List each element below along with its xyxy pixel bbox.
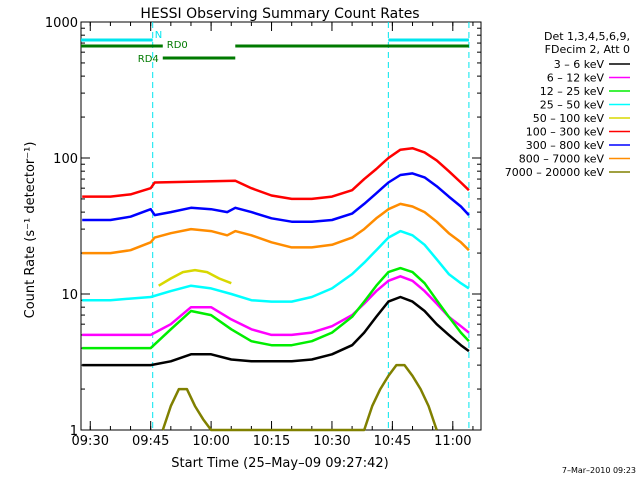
x-tick-label: 10:45 (374, 434, 411, 449)
flag-label: N (155, 30, 162, 41)
legend-entry-label: 100 – 300 keV (526, 126, 605, 139)
legend: Det 1,3,4,5,6,9,FDecim 2, Att 0 3 – 6 keV… (505, 30, 630, 179)
x-tick-label: 11:00 (434, 434, 471, 449)
legend-header-line: Det 1,3,4,5,6,9, (544, 30, 630, 43)
series-line (82, 202, 470, 255)
series-line (161, 363, 438, 432)
legend-entry-label: 3 – 6 keV (554, 58, 605, 71)
x-tick-label: 09:30 (72, 434, 109, 449)
y-tick-label: 1 (70, 424, 78, 439)
y-tick-label: 100 (53, 152, 78, 167)
plot-frame (80, 21, 482, 431)
footer-timestamp: 7–Mar–2010 09:23 (562, 466, 636, 475)
x-tick-label: 10:15 (253, 434, 290, 449)
legend-entry-label: 25 – 50 keV (540, 99, 605, 112)
flag-label: RD0 (167, 40, 188, 51)
chart-title: HESSI Observing Summary Count Rates (140, 6, 419, 22)
series-line (82, 275, 470, 337)
y-tick-label: 10 (61, 288, 78, 303)
legend-entry-label: 300 – 800 keV (526, 139, 605, 152)
flag-label: RD4 (138, 54, 159, 65)
plot-area: 1 10 100 1000 09:30 09:45 10:00 10:15 10:30 10:45… (45, 16, 482, 449)
series-line (82, 172, 470, 223)
y-axis-label: Count Rate (s⁻¹ detector⁻¹) (23, 142, 38, 319)
legend-header-line: FDecim 2, Att 0 (545, 43, 630, 56)
x-tick-label: 10:30 (313, 434, 350, 449)
x-axis-label: Start Time (25–May–09 09:27:42) (171, 456, 388, 471)
series-line (82, 295, 470, 367)
legend-entry-label: 50 – 100 keV (533, 112, 605, 125)
series-line (158, 268, 232, 287)
series-line (82, 266, 470, 350)
legend-entry-label: 6 – 12 keV (547, 72, 605, 85)
y-tick-label: 1000 (45, 16, 78, 31)
legend-entry-label: 800 – 7000 keV (519, 153, 605, 166)
x-tick-label: 09:45 (132, 434, 169, 449)
legend-entry-label: 7000 – 20000 keV (505, 166, 605, 179)
x-tick-label: 10:00 (192, 434, 229, 449)
legend-entry-label: 12 – 25 keV (540, 85, 605, 98)
series-line (82, 146, 470, 201)
series-line (82, 229, 470, 303)
